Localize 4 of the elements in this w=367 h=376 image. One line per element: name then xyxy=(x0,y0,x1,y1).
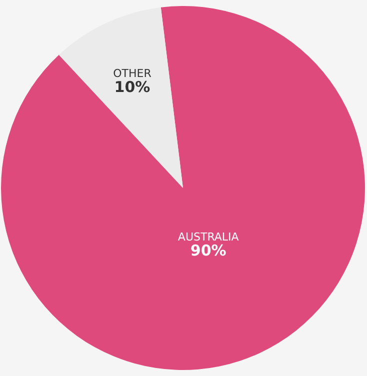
slice-label: OTHER xyxy=(113,67,152,80)
slice-label: AUSTRALIA xyxy=(178,230,240,244)
data-label: 90% xyxy=(190,241,226,260)
data-label: 10% xyxy=(114,78,150,96)
